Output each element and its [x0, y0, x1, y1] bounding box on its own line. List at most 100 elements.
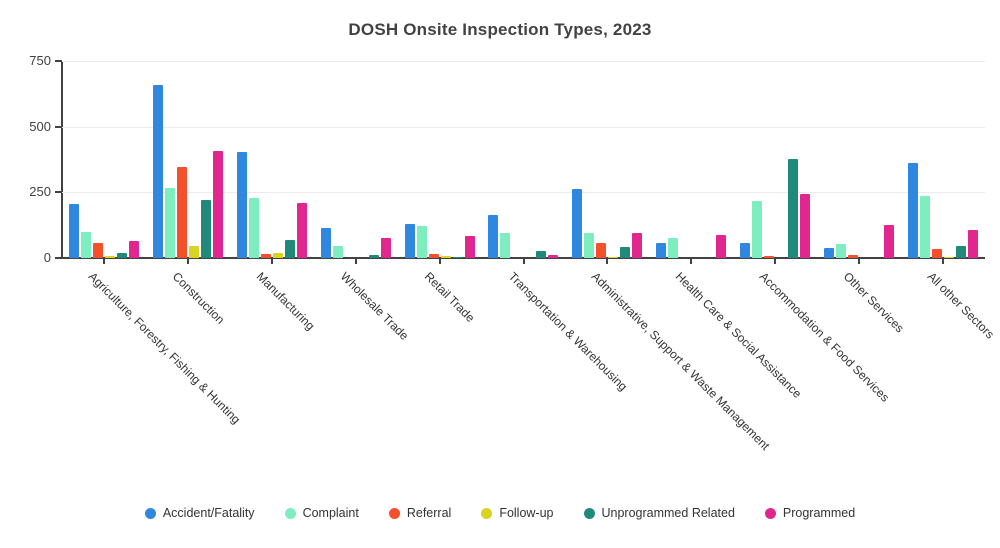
bar[interactable] [116, 253, 127, 258]
y-axis-line [61, 61, 63, 259]
bar[interactable] [944, 257, 955, 258]
bar[interactable] [764, 256, 775, 258]
x-tick [858, 259, 861, 264]
bar[interactable] [176, 167, 187, 258]
bar-group [62, 61, 146, 258]
bar[interactable] [416, 226, 427, 258]
bar[interactable] [236, 152, 247, 258]
bar[interactable] [464, 236, 475, 258]
gridline [62, 126, 985, 128]
y-tick-label: 500 [29, 118, 51, 134]
bar[interactable] [884, 225, 895, 258]
legend-item[interactable]: Complaint [284, 506, 359, 520]
bar[interactable] [536, 251, 547, 258]
bar[interactable] [656, 243, 667, 258]
bar-group [146, 61, 230, 258]
bar[interactable] [956, 246, 967, 258]
bar[interactable] [836, 244, 847, 258]
bar[interactable] [608, 257, 619, 258]
bar[interactable] [848, 255, 859, 258]
bar[interactable] [260, 254, 271, 258]
legend-item[interactable]: Referral [388, 506, 452, 520]
legend-label: Follow-up [499, 506, 554, 520]
bar[interactable] [920, 196, 931, 258]
legend-item[interactable]: Accident/Fatality [144, 506, 255, 520]
bar[interactable] [824, 248, 835, 258]
bar[interactable] [620, 247, 631, 258]
x-category-label: Construction [169, 269, 228, 327]
legend-label: Referral [406, 506, 452, 520]
bar[interactable] [104, 256, 115, 258]
legend-swatch-icon [481, 507, 493, 519]
bar[interactable] [488, 215, 499, 258]
bar[interactable] [968, 230, 979, 258]
bar[interactable] [404, 224, 415, 258]
bar[interactable] [320, 228, 331, 258]
legend-swatch-icon [144, 507, 156, 519]
bar[interactable] [908, 163, 919, 258]
bar[interactable] [752, 201, 763, 258]
bar[interactable] [92, 243, 103, 258]
chart-title: DOSH Onsite Inspection Types, 2023 [348, 20, 652, 39]
gridline [62, 61, 985, 62]
legend-label: Unprogrammed Related [601, 506, 735, 520]
bar[interactable] [284, 240, 295, 258]
x-category-label: Retail Trade [421, 269, 478, 325]
bar[interactable] [152, 85, 163, 258]
x-tick [774, 259, 777, 264]
y-tick-label: 750 [29, 53, 51, 68]
bar[interactable] [332, 246, 343, 258]
legend-swatch-icon [764, 507, 776, 519]
bar[interactable] [500, 233, 511, 258]
bar-group [817, 61, 901, 258]
legend-label: Accident/Fatality [162, 506, 255, 520]
bar[interactable] [584, 233, 595, 258]
bar[interactable] [452, 257, 463, 258]
bar[interactable] [296, 203, 307, 258]
bar[interactable] [800, 194, 811, 258]
bar[interactable] [668, 238, 679, 258]
x-category-label: Agriculture, Forestry, Fishing & Hunting [85, 269, 244, 427]
bar[interactable] [932, 249, 943, 258]
gridline [62, 192, 985, 194]
bar[interactable] [380, 238, 391, 258]
bar[interactable] [68, 204, 79, 258]
bar[interactable] [272, 253, 283, 258]
legend: Accident/Fatality Complaint Referral Follow… [0, 506, 1000, 520]
bar[interactable] [548, 255, 559, 258]
x-category-label: Administrative, Support & Waste Manageme… [589, 269, 773, 453]
bar[interactable] [440, 256, 451, 258]
bar[interactable] [188, 246, 199, 258]
bar[interactable] [212, 151, 223, 258]
bar[interactable] [716, 235, 727, 258]
legend-item[interactable]: Follow-up [481, 506, 554, 520]
x-tick [270, 259, 273, 264]
bar[interactable] [572, 189, 583, 258]
legend-label: Complaint [302, 506, 359, 520]
bar-group [565, 61, 649, 258]
plot-area [62, 61, 985, 258]
x-category-label: All other Sectors [924, 269, 997, 342]
x-category-label: Manufacturing [253, 269, 318, 333]
y-tick [55, 257, 62, 259]
bar-group [230, 61, 314, 258]
bar[interactable] [428, 254, 439, 258]
bar[interactable] [368, 255, 379, 258]
bar[interactable] [200, 200, 211, 258]
bar[interactable] [632, 233, 643, 258]
bar[interactable] [740, 243, 751, 258]
legend-swatch-icon [583, 507, 595, 519]
bar-group [482, 61, 566, 258]
legend-item[interactable]: Programmed [764, 506, 855, 520]
bar-group [649, 61, 733, 258]
bar[interactable] [248, 198, 259, 258]
bar[interactable] [80, 232, 91, 258]
x-tick [354, 259, 357, 264]
bar[interactable] [128, 241, 139, 258]
bar[interactable] [164, 188, 175, 258]
legend-item[interactable]: Unprogrammed Related [583, 506, 735, 520]
bar[interactable] [596, 243, 607, 258]
bar[interactable] [788, 159, 799, 258]
y-tick-label: 0 [43, 250, 51, 265]
